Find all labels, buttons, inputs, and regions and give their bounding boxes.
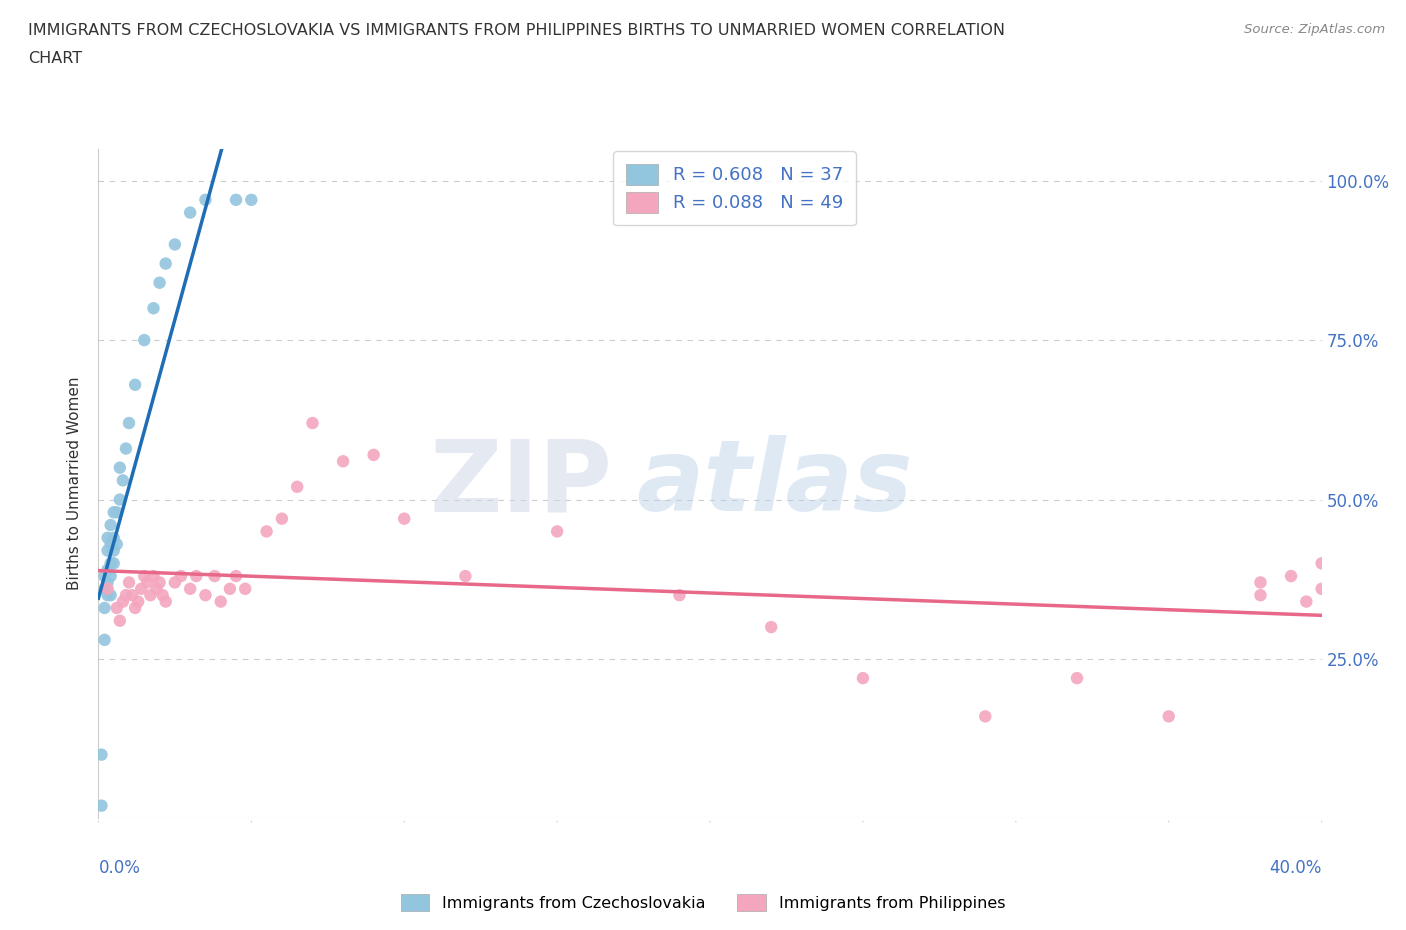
Text: CHART: CHART bbox=[28, 51, 82, 66]
Point bbox=[668, 588, 690, 603]
Point bbox=[103, 530, 125, 545]
Point bbox=[108, 460, 131, 475]
Point bbox=[100, 556, 122, 571]
Point bbox=[124, 378, 146, 392]
Point bbox=[139, 588, 162, 603]
Point bbox=[204, 568, 226, 583]
Point bbox=[256, 524, 278, 538]
Point bbox=[852, 671, 875, 685]
Point bbox=[194, 193, 217, 207]
Text: atlas: atlas bbox=[637, 435, 912, 532]
Point bbox=[233, 581, 256, 596]
Point bbox=[90, 747, 112, 762]
Point bbox=[392, 512, 416, 526]
Point bbox=[97, 575, 120, 590]
Point bbox=[103, 505, 125, 520]
Point bbox=[105, 601, 128, 616]
Point bbox=[111, 473, 134, 488]
Point bbox=[1157, 709, 1180, 724]
Point bbox=[1310, 556, 1333, 571]
Point bbox=[100, 537, 122, 551]
Point bbox=[270, 512, 292, 526]
Point bbox=[332, 454, 354, 469]
Legend: Immigrants from Czechoslovakia, Immigrants from Philippines: Immigrants from Czechoslovakia, Immigran… bbox=[394, 888, 1012, 917]
Point bbox=[136, 575, 159, 590]
Point bbox=[129, 581, 152, 596]
Point bbox=[152, 588, 174, 603]
Point bbox=[97, 563, 120, 578]
Point bbox=[155, 594, 177, 609]
Legend: R = 0.608   N = 37, R = 0.088   N = 49: R = 0.608 N = 37, R = 0.088 N = 49 bbox=[613, 152, 856, 225]
Point bbox=[93, 601, 115, 616]
Point bbox=[127, 594, 149, 609]
Point bbox=[97, 588, 120, 603]
Point bbox=[225, 568, 247, 583]
Point bbox=[118, 416, 141, 431]
Point bbox=[111, 594, 134, 609]
Text: 40.0%: 40.0% bbox=[1270, 858, 1322, 877]
Point bbox=[759, 619, 782, 634]
Point bbox=[121, 588, 143, 603]
Point bbox=[1279, 568, 1302, 583]
Point bbox=[546, 524, 568, 538]
Point bbox=[1249, 588, 1271, 603]
Y-axis label: Births to Unmarried Women: Births to Unmarried Women bbox=[67, 377, 83, 591]
Point bbox=[142, 300, 165, 315]
Point bbox=[145, 581, 167, 596]
Point bbox=[179, 581, 201, 596]
Point bbox=[149, 275, 172, 290]
Point bbox=[97, 581, 120, 596]
Point bbox=[100, 568, 122, 583]
Point bbox=[100, 518, 122, 533]
Point bbox=[108, 613, 131, 628]
Point bbox=[103, 543, 125, 558]
Point bbox=[142, 568, 165, 583]
Point bbox=[209, 594, 232, 609]
Text: ZIP: ZIP bbox=[429, 435, 612, 532]
Point bbox=[1249, 575, 1271, 590]
Point bbox=[134, 333, 156, 348]
Point bbox=[103, 556, 125, 571]
Point bbox=[1066, 671, 1088, 685]
Point bbox=[301, 416, 323, 431]
Point bbox=[219, 581, 242, 596]
Point bbox=[363, 447, 385, 462]
Point bbox=[186, 568, 208, 583]
Point bbox=[118, 575, 141, 590]
Text: IMMIGRANTS FROM CZECHOSLOVAKIA VS IMMIGRANTS FROM PHILIPPINES BIRTHS TO UNMARRIE: IMMIGRANTS FROM CZECHOSLOVAKIA VS IMMIGR… bbox=[28, 23, 1005, 38]
Point bbox=[285, 479, 308, 494]
Point bbox=[163, 237, 186, 252]
Point bbox=[134, 568, 156, 583]
Point bbox=[97, 530, 120, 545]
Text: Source: ZipAtlas.com: Source: ZipAtlas.com bbox=[1244, 23, 1385, 36]
Point bbox=[163, 575, 186, 590]
Point bbox=[115, 441, 138, 456]
Point bbox=[149, 575, 172, 590]
Point bbox=[454, 568, 477, 583]
Point bbox=[1295, 594, 1317, 609]
Point bbox=[124, 601, 146, 616]
Point bbox=[155, 256, 177, 271]
Point bbox=[100, 588, 122, 603]
Point bbox=[179, 206, 201, 220]
Point bbox=[225, 193, 247, 207]
Point bbox=[108, 492, 131, 507]
Point bbox=[105, 537, 128, 551]
Point bbox=[194, 588, 217, 603]
Point bbox=[97, 543, 120, 558]
Point bbox=[1310, 581, 1333, 596]
Point bbox=[105, 505, 128, 520]
Point bbox=[93, 568, 115, 583]
Point bbox=[93, 632, 115, 647]
Point bbox=[93, 581, 115, 596]
Point bbox=[90, 798, 112, 813]
Point bbox=[170, 568, 193, 583]
Text: 0.0%: 0.0% bbox=[98, 858, 141, 877]
Point bbox=[115, 588, 138, 603]
Point bbox=[240, 193, 263, 207]
Point bbox=[974, 709, 997, 724]
